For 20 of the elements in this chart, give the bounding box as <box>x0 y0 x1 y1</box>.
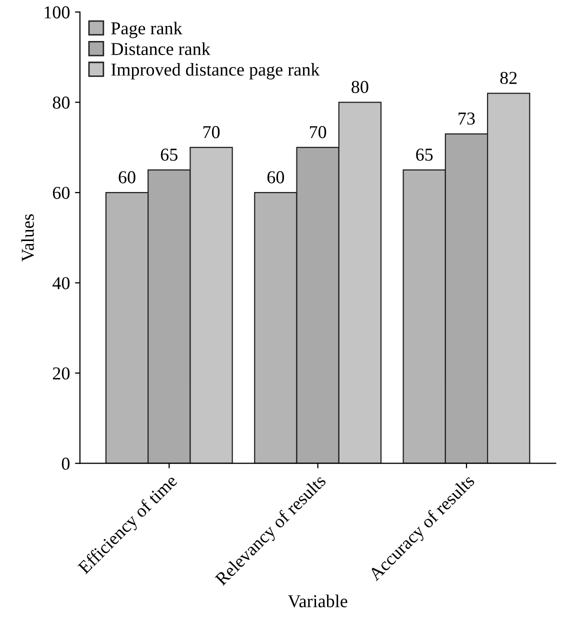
y-tick-label: 40 <box>52 277 70 290</box>
data-label: 65 <box>416 148 433 161</box>
legend-label: Improved distance page rank <box>111 63 320 80</box>
y-tick-label: 0 <box>62 458 70 470</box>
legend-label: Page rank <box>111 22 182 38</box>
x-axis-title: Variable <box>288 594 348 608</box>
data-label: 73 <box>458 112 475 125</box>
data-label: 80 <box>352 80 368 94</box>
data-label: 82 <box>500 72 517 84</box>
y-tick-label: 80 <box>52 96 70 109</box>
y-tick-label: 100 <box>44 6 70 18</box>
data-label: 70 <box>203 126 220 138</box>
data-label: 65 <box>160 148 178 161</box>
y-tick-label: 60 <box>52 186 70 199</box>
data-label: 70 <box>310 126 326 138</box>
y-tick-label: 20 <box>52 367 70 380</box>
y-axis-title: Values <box>21 214 34 262</box>
data-label: 60 <box>118 171 136 184</box>
data-label: 60 <box>267 171 284 184</box>
legend-label: Distance rank <box>111 42 210 56</box>
